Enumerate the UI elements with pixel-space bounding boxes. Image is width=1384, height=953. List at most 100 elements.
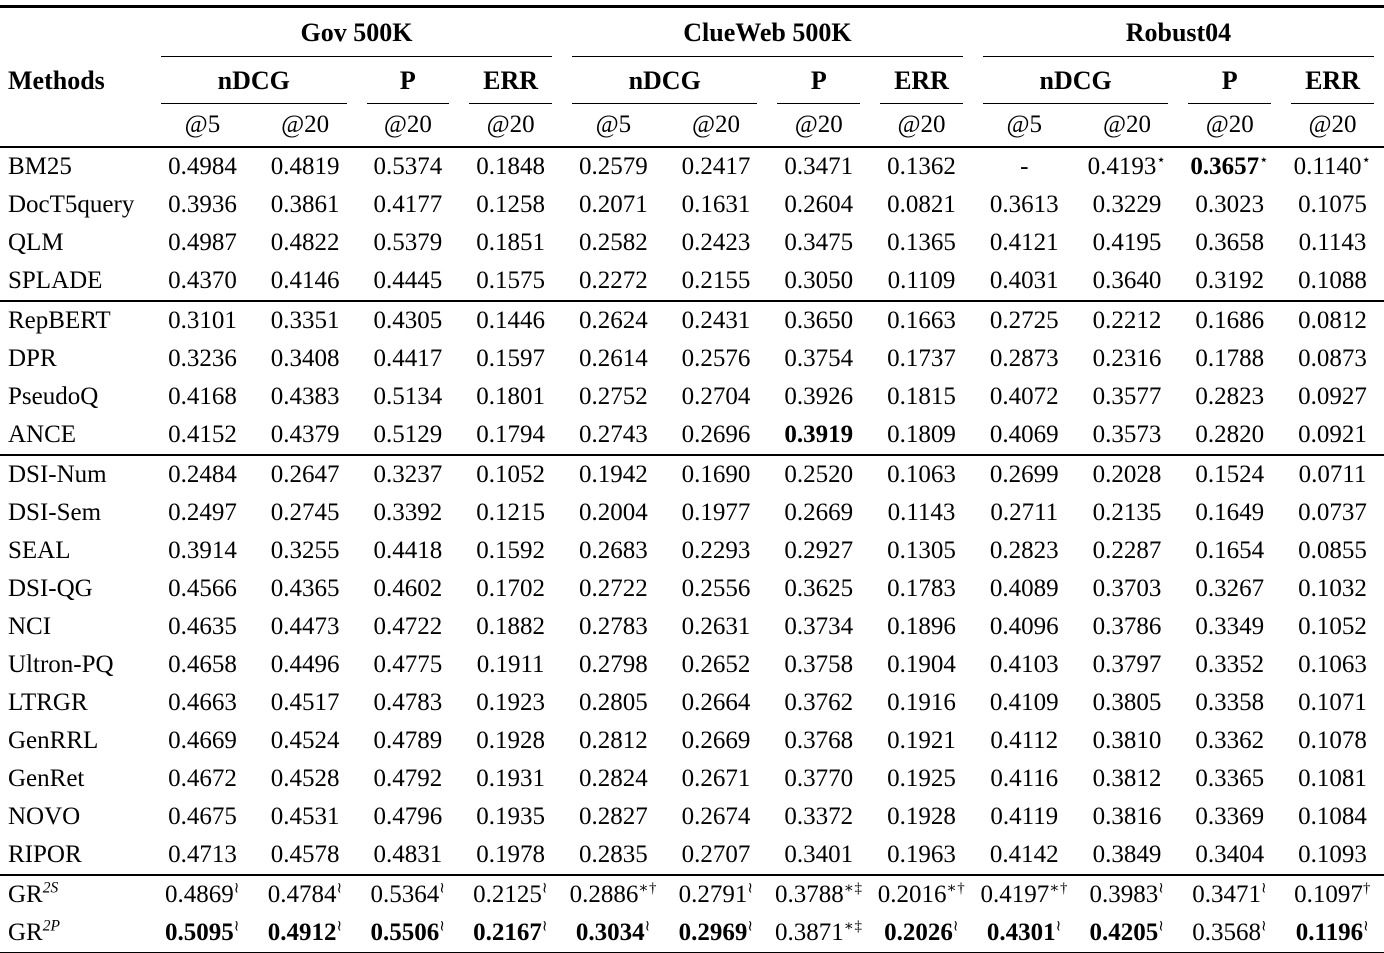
metric-value-cell: 0.1977	[665, 494, 768, 532]
metric-value-cell: 0.3034≀	[562, 914, 665, 953]
metric-value: 0.1654	[1195, 537, 1265, 564]
metric-value: 0.4819	[270, 153, 340, 180]
metric-value-cell: 0.1140⋆	[1281, 147, 1384, 186]
significance-marker: ∗‡	[843, 880, 863, 897]
metric-value: 0.1597	[476, 345, 545, 372]
metric-value-cell: 0.2028	[1076, 455, 1179, 494]
metric-value: 0.2497	[168, 499, 237, 526]
metric-value: 0.1365	[887, 229, 956, 256]
metric-value: 0.1911	[476, 651, 545, 678]
table-row: QLM 0.4987 0.4822 0.5379 0.1851 0.2582 0.2423 0…	[0, 224, 1384, 262]
metric-value-cell: 0.1663	[870, 301, 973, 340]
metric-value: 0.5379	[373, 229, 443, 256]
metric-value: 0.2155	[681, 267, 751, 294]
metric-value-cell: 0.1851	[459, 224, 562, 262]
metric-value: 0.2711	[990, 499, 1059, 526]
metric-value: 0.1575	[476, 267, 545, 294]
metric-value-cell: 0.2631	[665, 608, 768, 646]
metric-value: 0.4365	[270, 575, 340, 602]
metric-value: 0.4142	[989, 841, 1059, 868]
metric-value-cell: 0.3050	[767, 262, 871, 302]
metric-header: nDCG	[562, 57, 767, 104]
table-row: DocT5query 0.3936 0.3861 0.4177 0.1258 0.2071…	[0, 186, 1384, 224]
metric-value-cell: 0.4379	[253, 416, 357, 456]
metric-value: 0.1921	[887, 727, 956, 754]
table-row: DSI-Num 0.2484 0.2647 0.3237 0.1052 0.1942 0.1…	[0, 455, 1384, 494]
method-label: BM25	[8, 153, 72, 180]
metric-value-cell: 0.3983≀	[1076, 875, 1179, 914]
metric-value-cell: 0.2674	[665, 798, 768, 836]
metric-value: 0.1093	[1298, 841, 1367, 868]
metric-value: 0.3786	[1092, 613, 1162, 640]
metric-value: 0.1196	[1295, 919, 1364, 946]
significance-marker: ⋆	[1361, 152, 1372, 169]
method-label: DocT5query	[8, 191, 135, 218]
cutoff-header: @20	[870, 104, 973, 148]
metric-value: 0.4103	[989, 651, 1059, 678]
metric-value-cell: 0.2431	[665, 301, 768, 340]
table-header: Gov 500K ClueWeb 500K Robust04 Methods nDCG P…	[0, 7, 1384, 148]
metric-value-cell: 0.3788∗‡	[767, 875, 870, 914]
metric-value-cell: 0.4116	[973, 760, 1076, 798]
metric-value: 0.4418	[373, 537, 443, 564]
metric-value-cell: 0.2873	[973, 340, 1076, 378]
metric-value: 0.1071	[1298, 689, 1367, 716]
metric-value-cell: 0.4713	[151, 836, 254, 876]
method-superscript: 2P	[42, 917, 60, 935]
metric-value-cell: 0.4193⋆	[1076, 147, 1179, 186]
metric-value-cell: 0.1524	[1178, 455, 1281, 494]
significance-marker: ≀	[952, 918, 959, 935]
method-name: PseudoQ	[0, 378, 151, 416]
metric-value: 0.2873	[989, 345, 1059, 372]
metric-value-cell: 0.3372	[767, 798, 870, 836]
metric-value-cell: 0.1063	[870, 455, 973, 494]
table-row: SPLADE 0.4370 0.4146 0.4445 0.1575 0.2272 0.21…	[0, 262, 1384, 302]
metric-value-cell: 0.3762	[767, 684, 870, 722]
metric-value: 0.2556	[681, 575, 751, 602]
metric-value: 0.4635	[168, 613, 237, 640]
method-label: Ultron-PQ	[8, 651, 114, 678]
metric-value: 0.2212	[1092, 307, 1162, 334]
metric-value: 0.3475	[784, 229, 854, 256]
metric-value: 0.2745	[270, 499, 340, 526]
metric-value: 0.1978	[476, 841, 545, 868]
metric-value-cell: 0.4566	[151, 570, 254, 608]
metric-value-cell: 0.4792	[357, 760, 460, 798]
method-name: SPLADE	[0, 262, 152, 302]
cutoff-header: @20	[1178, 104, 1282, 148]
metric-value: 0.4831	[373, 841, 443, 868]
metric-value-cell: 0.1365	[870, 224, 973, 262]
metric-value-cell: 0.1032	[1281, 570, 1384, 608]
metric-value: 0.4089	[989, 575, 1059, 602]
metric-value-cell: 0.3754	[767, 340, 870, 378]
metric-value: 0.4822	[270, 229, 340, 256]
metric-value-cell: 0.2497	[151, 494, 254, 532]
metric-value-cell: 0.2155	[664, 262, 768, 302]
metric-value: 0.2696	[681, 421, 751, 448]
metric-value-cell: 0.3365	[1178, 760, 1281, 798]
metric-value-cell: 0.4796	[357, 798, 460, 836]
metric-value-cell: 0.4819	[254, 147, 357, 186]
metric-value-cell: 0.1654	[1178, 532, 1281, 570]
significance-marker: ⋆	[1259, 152, 1270, 169]
significance-marker: ≀	[1055, 918, 1062, 935]
metric-value-cell: 0.4195	[1076, 224, 1179, 262]
metric-value: 0.2835	[578, 841, 648, 868]
metric-value: 0.2026	[884, 919, 953, 946]
metric-value-cell: 0.1916	[870, 684, 973, 722]
metric-value-cell: 0.2071	[562, 186, 665, 224]
metric-value: 0.4197	[980, 881, 1050, 908]
metric-value: 0.2135	[1092, 499, 1162, 526]
metric-value-cell: 0.4669	[151, 722, 254, 760]
metric-value-cell: 0.4869≀	[151, 875, 254, 914]
metric-value: 0.2820	[1195, 421, 1265, 448]
metric-value-cell: 0.2798	[562, 646, 665, 684]
metric-value: 0.2752	[578, 383, 648, 410]
table-row: RepBERT 0.3101 0.3351 0.4305 0.1446 0.2624 0.2…	[0, 301, 1384, 340]
metric-value-cell: 0.5134	[357, 378, 460, 416]
metric-value-cell: 0.2026≀	[870, 914, 973, 953]
method-name: QLM	[0, 224, 151, 262]
metric-value-cell: 0.0737	[1281, 494, 1384, 532]
metric-value: 0.1088	[1298, 267, 1367, 294]
metric-value-cell: 0.2004	[562, 494, 665, 532]
